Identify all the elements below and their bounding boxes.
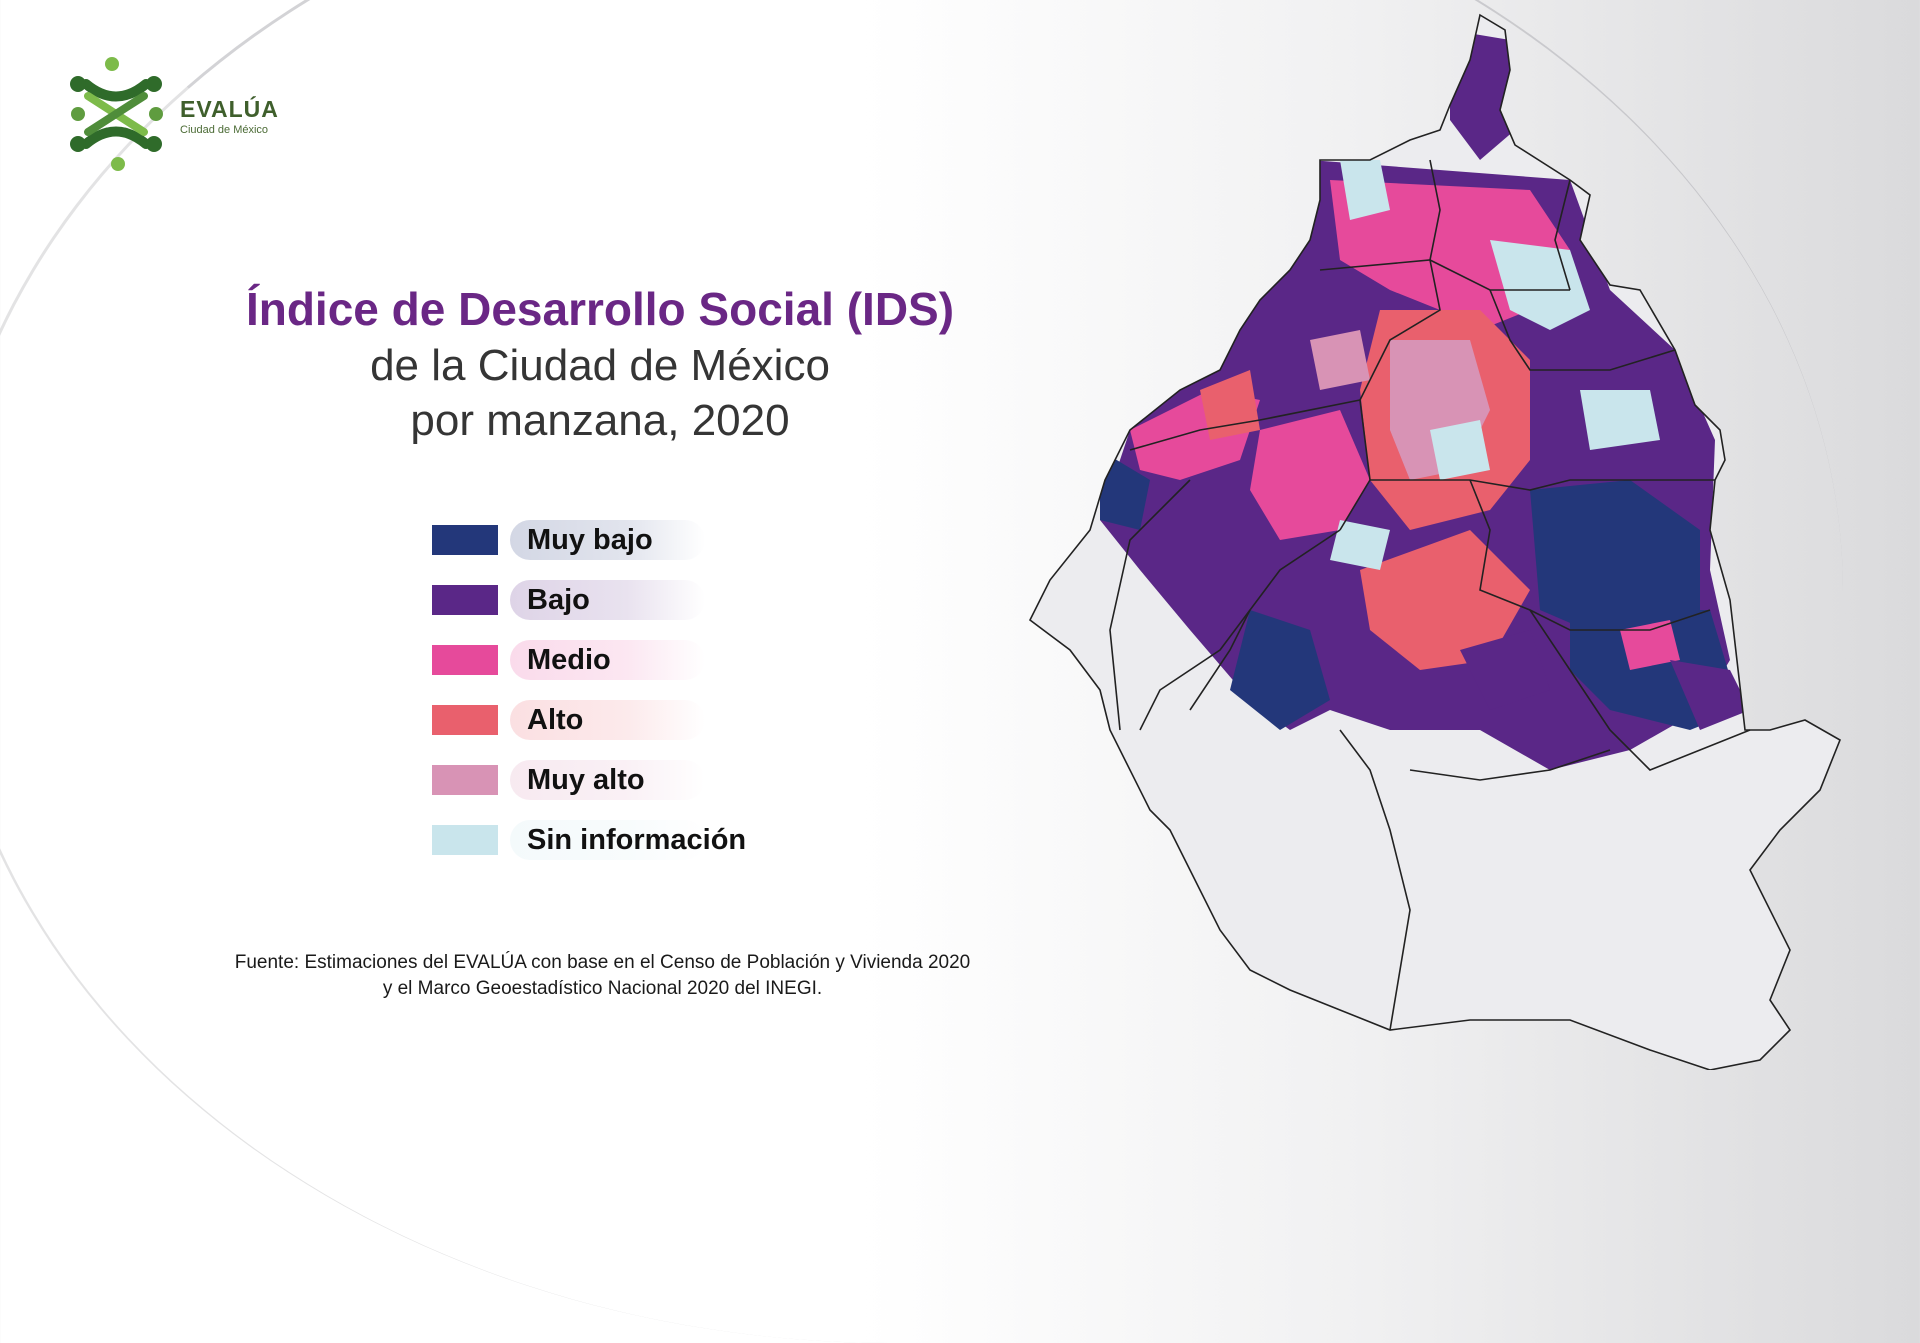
page-title: Índice de Desarrollo Social (IDS) de la … — [160, 280, 1040, 448]
legend-pill — [510, 520, 705, 560]
zone-muy-bajo-west — [1100, 450, 1150, 530]
zone-muy-bajo-southwest — [1230, 610, 1330, 730]
legend-label: Medio — [527, 644, 611, 676]
zone-sin-info-east — [1580, 390, 1660, 450]
source-note: Fuente: Estimaciones del EVALÚA con base… — [150, 950, 1055, 1002]
alcaldia-borders — [1029, 14, 1841, 1070]
legend-pill — [510, 640, 705, 680]
legend-item-bajo: Bajo — [432, 580, 852, 620]
zone-muy-alto-west — [1310, 330, 1370, 390]
legend-swatch — [432, 765, 498, 795]
legend-pill — [510, 760, 705, 800]
logo-title: EVALÚA — [180, 96, 279, 122]
title-line2: de la Ciudad de México — [370, 341, 830, 390]
legend-item-medio: Medio — [432, 640, 852, 680]
zone-bajo-south — [1460, 630, 1550, 710]
legend-label: Alto — [527, 704, 584, 736]
zone-sin-info-center — [1430, 420, 1490, 480]
zone-sin-info-northwest — [1340, 160, 1390, 220]
legend-label: Muy bajo — [527, 524, 653, 556]
legend-swatch — [432, 585, 498, 615]
title-line3: por manzana, 2020 — [410, 396, 790, 445]
legend-item-muy-bajo: Muy bajo — [432, 520, 852, 560]
zone-muy-bajo-east — [1530, 480, 1700, 640]
evalua-logo: EVALÚA Ciudad de México — [66, 54, 286, 174]
legend-label: Sin información — [527, 824, 747, 856]
zone-medio-southeast — [1620, 620, 1680, 670]
legend-label: Bajo — [527, 584, 590, 616]
legend-label: Muy alto — [527, 764, 645, 796]
legend-pill — [510, 580, 705, 620]
map-legend: Muy bajo Bajo Medio Alto Muy alto Sin in… — [432, 520, 852, 900]
legend-item-sin-informacion: Sin información — [432, 820, 852, 860]
evalua-logo-icon — [70, 57, 163, 171]
legend-swatch — [432, 705, 498, 735]
zone-bajo-east — [1670, 660, 1750, 730]
legend-swatch — [432, 525, 498, 555]
source-line1: Fuente: Estimaciones del EVALÚA con base… — [234, 952, 971, 973]
zone-alto-south — [1360, 530, 1530, 670]
title-main: Índice de Desarrollo Social (IDS) — [245, 283, 955, 335]
legend-swatch — [432, 825, 498, 855]
legend-pill — [510, 820, 705, 860]
zone-sin-info-southwest — [1330, 520, 1390, 570]
urban-blocks — [1100, 30, 1750, 770]
zone-medio-west — [1250, 410, 1370, 540]
legend-item-alto: Alto — [432, 700, 852, 740]
zone-sin-info-north — [1490, 240, 1590, 330]
legend-item-muy-alto: Muy alto — [432, 760, 852, 800]
legend-swatch — [432, 645, 498, 675]
legend-pill — [510, 700, 705, 740]
source-line2: y el Marco Geoestadístico Nacional 2020 … — [382, 978, 823, 999]
logo-subtitle: Ciudad de México — [180, 124, 269, 136]
cdmx-ids-map — [1029, 14, 1841, 1070]
